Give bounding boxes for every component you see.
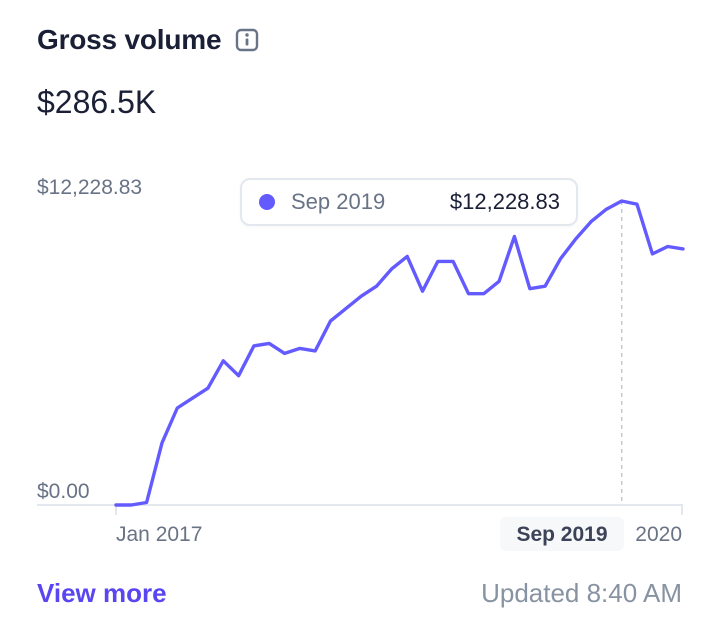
gross-volume-chart: $12,228.83 $0.00 Jan 2017 2020 Sep 2019	[37, 176, 685, 551]
tooltip-date: Sep 2019	[291, 189, 386, 214]
series-dot-icon	[259, 194, 275, 210]
gross-volume-total: $286.5K	[37, 84, 157, 120]
chart-tooltip: Sep 2019 $12,228.83	[240, 178, 578, 226]
updated-timestamp: Updated 8:40 AM	[481, 578, 682, 608]
x-tick-label-end: 2020	[635, 523, 682, 546]
x-tick-label-highlight: Sep 2019	[516, 523, 607, 546]
x-tick-label-start: Jan 2017	[116, 523, 202, 546]
x-tick-highlight-bg	[500, 517, 624, 551]
info-icon[interactable]	[235, 28, 259, 52]
series-line	[114, 199, 685, 507]
y-tick-label-min: $0.00	[37, 480, 90, 503]
series-points	[116, 201, 683, 505]
y-tick-label-max: $12,228.83	[37, 176, 142, 199]
view-more-link[interactable]: View more	[37, 578, 167, 608]
tooltip-value: $12,228.83	[449, 189, 560, 214]
header: Gross volume	[37, 24, 259, 56]
page-title: Gross volume	[37, 24, 222, 55]
